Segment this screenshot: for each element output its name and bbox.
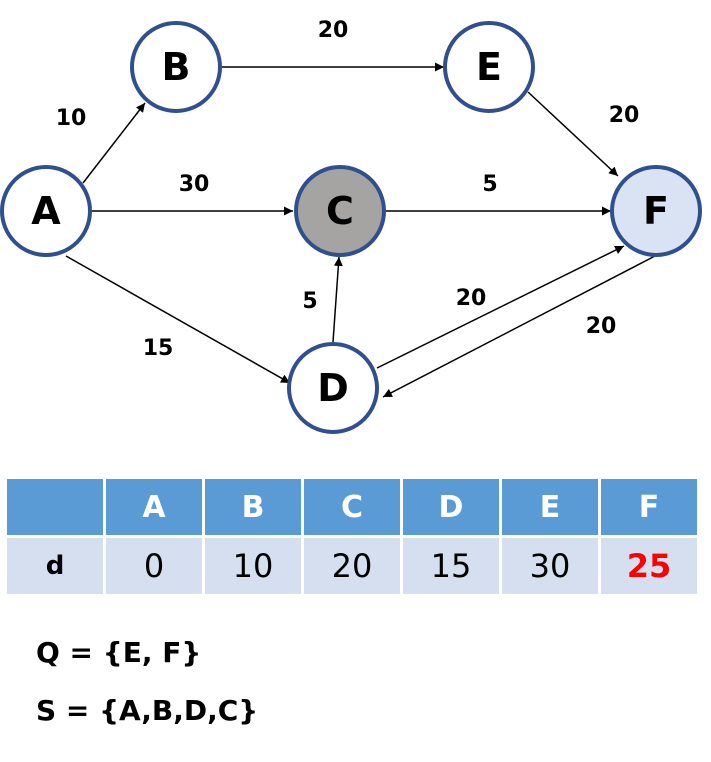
node-c-circle xyxy=(294,165,386,257)
header-cell-d: D xyxy=(403,479,499,535)
node-e: E xyxy=(443,21,535,113)
node-a-circle xyxy=(0,165,92,257)
header-cell-f: F xyxy=(601,479,697,535)
node-e-label: E xyxy=(476,45,502,89)
node-d-label: D xyxy=(317,366,349,410)
edge-a-b xyxy=(82,102,146,184)
node-b-circle xyxy=(130,21,222,113)
edge-f-d xyxy=(382,255,656,398)
table-row: d 0 10 20 15 30 25 xyxy=(7,538,697,594)
header-cell-a: A xyxy=(106,479,202,535)
weight-d-c: 5 xyxy=(302,289,317,314)
weight-f-d: 20 xyxy=(586,314,617,339)
node-a-label: A xyxy=(31,189,61,233)
node-b-label: B xyxy=(162,45,191,89)
distance-b: 10 xyxy=(205,538,301,594)
weight-e-f: 20 xyxy=(609,103,640,128)
node-c: C xyxy=(294,165,386,257)
distance-e: 30 xyxy=(502,538,598,594)
distance-f: 25 xyxy=(601,538,697,594)
node-f-circle xyxy=(610,165,702,257)
settled-set: S = {A,B,D,C} xyxy=(36,694,259,727)
weight-d-f: 20 xyxy=(456,286,487,311)
table-header-row: A B C D E F xyxy=(7,479,697,535)
node-d-circle xyxy=(287,342,379,434)
header-cell-empty xyxy=(7,479,103,535)
distance-c: 20 xyxy=(304,538,400,594)
node-f: F xyxy=(610,165,702,257)
distance-d: 15 xyxy=(403,538,499,594)
node-b: B xyxy=(130,21,222,113)
edge-d-f xyxy=(376,245,625,369)
row-label-d: d xyxy=(7,538,103,594)
node-a: A xyxy=(0,165,92,257)
node-f-label: F xyxy=(643,189,669,233)
edge-d-c xyxy=(332,256,343,343)
node-e-circle xyxy=(443,21,535,113)
header-cell-b: B xyxy=(205,479,301,535)
weight-c-f: 5 xyxy=(482,172,497,197)
node-d: D xyxy=(287,342,379,434)
header-cell-c: C xyxy=(304,479,400,535)
weight-a-c: 30 xyxy=(179,172,210,197)
graph-diagram: 10 30 15 20 5 5 20 20 20 A B C D E F xyxy=(0,18,702,434)
queue-set: Q = {E, F} xyxy=(36,636,202,669)
edge-e-f xyxy=(527,91,619,177)
distance-a: 0 xyxy=(106,538,202,594)
distance-table: A B C D E F d 0 10 20 15 30 25 xyxy=(4,476,700,597)
node-c-label: C xyxy=(326,189,354,233)
weight-a-b: 10 xyxy=(56,106,87,131)
weight-b-e: 20 xyxy=(318,18,349,43)
weight-a-d: 15 xyxy=(143,336,174,361)
header-cell-e: E xyxy=(502,479,598,535)
edge-a-d xyxy=(65,255,291,384)
